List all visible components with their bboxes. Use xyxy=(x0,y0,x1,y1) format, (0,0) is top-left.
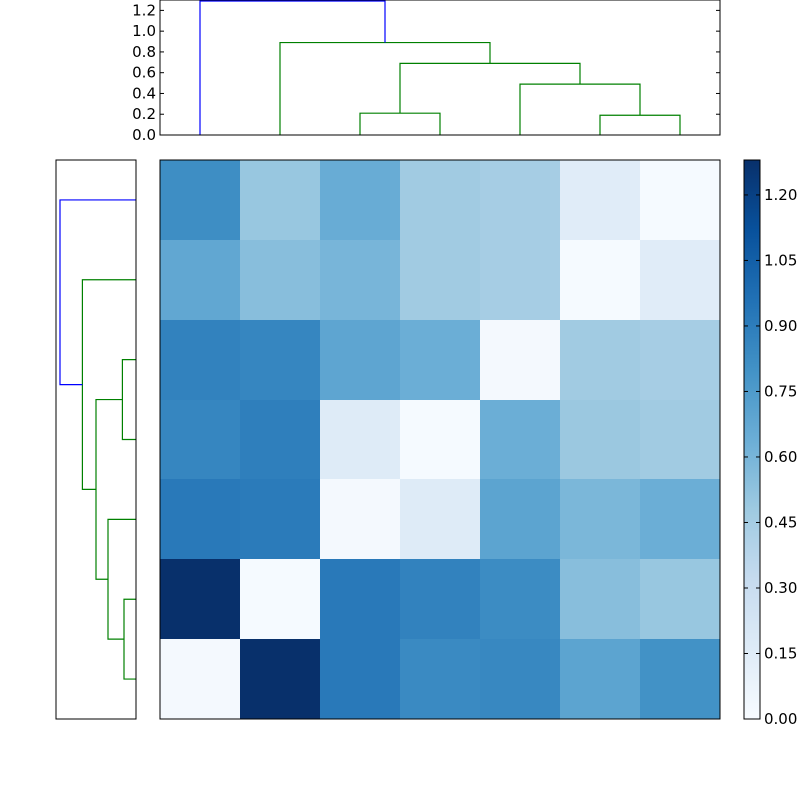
heatmap-cell xyxy=(160,479,240,559)
top-dendrogram-tick-label: 0.6 xyxy=(132,64,156,82)
heatmap-frame xyxy=(159,159,721,720)
left-dendrogram-links xyxy=(59,199,136,680)
left-dendrogram-link xyxy=(121,359,136,441)
top-dendrogram-link xyxy=(399,62,581,114)
heatmap-cell xyxy=(320,240,400,320)
colorbar-tick-label: 0.15 xyxy=(764,644,797,662)
heatmap-cell xyxy=(560,559,640,639)
heatmap-cell xyxy=(320,320,400,400)
left-dendrogram-link xyxy=(81,279,136,491)
heatmap-cell xyxy=(400,400,480,479)
heatmap-cell xyxy=(160,639,240,719)
top-dendrogram-tick-label: 1.0 xyxy=(132,22,156,40)
heatmap-cell xyxy=(480,479,560,559)
heatmap-cell xyxy=(480,160,560,240)
colorbar-panel: 0.00 0.15 0.30 0.45 0.60 0.75 0.90 1.05 1.20 xyxy=(743,159,797,728)
top-dendrogram-link xyxy=(599,114,681,135)
colorbar-tick-label: 0.00 xyxy=(764,710,797,728)
heatmap-cell xyxy=(240,160,320,240)
heatmap-cell xyxy=(560,400,640,479)
heatmap-cell xyxy=(240,320,320,400)
heatmap-cell xyxy=(640,639,720,719)
heatmap-cell xyxy=(160,160,240,240)
colorbar-gradient xyxy=(744,160,760,719)
top-dendrogram-tick-label: 0.4 xyxy=(132,84,156,102)
colorbar-tick-label: 1.20 xyxy=(764,186,797,204)
left-dendrogram-frame xyxy=(55,159,137,720)
top-dendrogram-links xyxy=(199,0,681,135)
heatmap-panel xyxy=(159,159,721,720)
heatmap-cell xyxy=(320,479,400,559)
heatmap-cell xyxy=(240,639,320,719)
heatmap-cell xyxy=(320,160,400,240)
heatmap-cell xyxy=(560,160,640,240)
heatmap-cell xyxy=(400,160,480,240)
heatmap-cell xyxy=(640,160,720,240)
left-dendrogram-link xyxy=(59,199,136,386)
top-dendrogram-tick-label: 0.2 xyxy=(132,105,156,123)
heatmap-cell xyxy=(640,479,720,559)
heatmap-cell xyxy=(240,559,320,639)
colorbar-tick-label: 0.45 xyxy=(764,513,797,531)
top-dendrogram-tick-label: 0.0 xyxy=(132,126,156,144)
heatmap-cell xyxy=(320,400,400,479)
heatmap-cell xyxy=(160,320,240,400)
colorbar-tick-label: 1.05 xyxy=(764,251,797,269)
colorbar-frame xyxy=(743,159,761,720)
top-dendrogram-link xyxy=(199,0,386,135)
heatmap-cell xyxy=(560,320,640,400)
heatmap-cell xyxy=(480,320,560,400)
colorbar-tick-label: 0.90 xyxy=(764,317,797,335)
heatmap-cell xyxy=(400,639,480,719)
top-dendrogram-frame xyxy=(159,0,721,136)
top-dendrogram-y-ticks: 0.0 0.2 0.4 0.6 0.8 1.0 1.2 xyxy=(132,1,720,144)
left-dendrogram-panel xyxy=(55,159,137,720)
heatmap-cell xyxy=(480,400,560,479)
left-dendrogram-link xyxy=(123,598,136,680)
top-dendrogram-tick-label: 0.8 xyxy=(132,43,156,61)
heatmap-cell xyxy=(640,400,720,479)
top-dendrogram-link xyxy=(279,41,491,135)
heatmap-cell xyxy=(160,240,240,320)
heatmap-cell xyxy=(400,559,480,639)
heatmap-cell xyxy=(400,240,480,320)
heatmap-cell xyxy=(480,559,560,639)
heatmap-cell xyxy=(240,240,320,320)
heatmap-cell xyxy=(240,400,320,479)
left-dendrogram-link xyxy=(95,398,123,580)
heatmap-cell xyxy=(560,639,640,719)
top-dendrogram-tick-label: 1.2 xyxy=(132,1,156,19)
heatmap-cell xyxy=(400,320,480,400)
colorbar-tick-label: 0.60 xyxy=(764,448,797,466)
colorbar-tick-label: 0.75 xyxy=(764,382,797,400)
heatmap-cell xyxy=(160,559,240,639)
heatmap-cell xyxy=(480,240,560,320)
heatmap-cell xyxy=(320,639,400,719)
heatmap-cell xyxy=(240,479,320,559)
left-dendrogram-link xyxy=(107,518,136,640)
top-dendrogram-link xyxy=(519,83,641,135)
heatmap-cell xyxy=(400,479,480,559)
heatmap-cell xyxy=(320,559,400,639)
colorbar-tick-label: 0.30 xyxy=(764,579,797,597)
heatmap-cell xyxy=(480,639,560,719)
colorbar-ticks: 0.00 0.15 0.30 0.45 0.60 0.75 0.90 1.05 1.20 xyxy=(744,186,797,728)
heatmap-cells xyxy=(160,160,720,719)
heatmap-cell xyxy=(640,320,720,400)
heatmap-cell xyxy=(560,240,640,320)
heatmap-cell xyxy=(640,240,720,320)
top-dendrogram-panel: 0.0 0.2 0.4 0.6 0.8 1.0 1.2 xyxy=(132,0,721,144)
top-dendrogram-link xyxy=(359,112,441,135)
heatmap-cell xyxy=(160,400,240,479)
heatmap-cell xyxy=(640,559,720,639)
heatmap-cell xyxy=(560,479,640,559)
